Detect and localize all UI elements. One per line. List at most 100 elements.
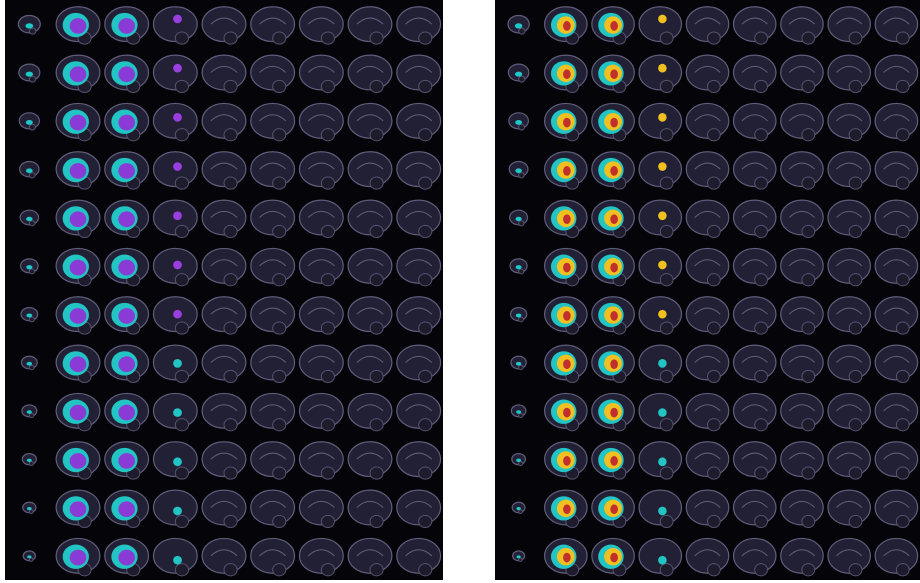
brain-stem: [802, 177, 815, 189]
brain-stem: [419, 564, 432, 576]
brain-stem: [175, 564, 188, 576]
brain-stem: [175, 177, 188, 189]
lesion-necrosis: [610, 311, 618, 321]
lesion-necrosis: [610, 118, 618, 128]
lesion-necrosis: [563, 69, 571, 79]
brain-stem: [321, 177, 334, 189]
brain-stem: [224, 515, 237, 527]
brain-stem: [708, 467, 721, 479]
brain-stem: [370, 80, 383, 92]
lesion-core: [118, 405, 135, 421]
brain-stem: [660, 225, 673, 237]
lesion-core: [70, 18, 87, 34]
brain-stem: [708, 129, 721, 141]
brain-stem: [419, 274, 432, 286]
brain-stem: [224, 322, 237, 334]
brain-stem: [370, 467, 383, 479]
brain-stem: [370, 515, 383, 527]
lesion-small: [658, 211, 667, 220]
brain-stem: [273, 564, 286, 576]
lesion-core: [118, 211, 135, 227]
lesion-core: [118, 550, 135, 566]
brain-stem: [802, 274, 815, 286]
brain-stem: [708, 370, 721, 382]
brain-stem: [29, 365, 34, 369]
lesion-core: [70, 501, 87, 517]
brain-stem: [660, 322, 673, 334]
lesion-core: [118, 308, 135, 324]
brain-stem: [29, 558, 33, 561]
brain-stem: [708, 515, 721, 527]
lesion-edema: [515, 120, 522, 125]
brain-stem: [29, 221, 35, 226]
brain-stem: [849, 129, 862, 141]
lesion-edema: [26, 314, 32, 318]
lesion-core: [118, 501, 135, 517]
brain-stem: [224, 274, 237, 286]
brain-stem: [321, 32, 334, 44]
lesion-small: [173, 507, 182, 516]
brain-stem: [273, 177, 286, 189]
brain-stem: [755, 177, 768, 189]
brain-stem: [896, 322, 909, 334]
brain-stem: [175, 370, 188, 382]
brain-stem: [519, 221, 524, 226]
brain-stem: [419, 177, 432, 189]
lesion-small: [658, 507, 667, 516]
brain-stem: [896, 274, 909, 286]
mri-montage: [0, 0, 920, 583]
lesion-necrosis: [610, 408, 618, 418]
lesion-edema: [27, 507, 32, 510]
brain-stem: [175, 32, 188, 44]
brain-stem: [321, 80, 334, 92]
brain-stem: [660, 177, 673, 189]
brain-stem: [224, 564, 237, 576]
brain-stem: [802, 225, 815, 237]
lesion-edema: [516, 314, 522, 318]
lesion-core: [70, 66, 87, 82]
lesion-necrosis: [563, 553, 571, 563]
lesion-core: [70, 453, 87, 469]
brain-stem: [273, 225, 286, 237]
lesion-edema: [26, 168, 33, 173]
brain-stem: [849, 564, 862, 576]
brain-stem: [802, 322, 815, 334]
brain-stem: [419, 467, 432, 479]
lesion-necrosis: [610, 69, 618, 79]
brain-stem: [755, 467, 768, 479]
brain-stem: [755, 129, 768, 141]
brain-stem: [755, 80, 768, 92]
lesion-small: [173, 359, 182, 368]
brain-stem: [29, 510, 33, 514]
lesion-small: [658, 162, 667, 171]
brain-stem: [519, 558, 523, 561]
lesion-necrosis: [610, 456, 618, 466]
lesion-edema: [515, 168, 522, 173]
lesion-edema: [27, 555, 31, 558]
lesion-small: [173, 211, 182, 220]
brain-stem: [175, 467, 188, 479]
brain-stem: [708, 177, 721, 189]
brain-stem: [370, 564, 383, 576]
lesion-necrosis: [563, 408, 571, 418]
brain-stem: [849, 177, 862, 189]
brain-stem: [519, 173, 525, 178]
lesion-core: [70, 550, 87, 566]
lesion-small: [658, 15, 667, 24]
brain-stem: [802, 129, 815, 141]
lesion-edema: [516, 507, 520, 510]
brain-stem: [370, 225, 383, 237]
brain-stem: [660, 515, 673, 527]
brain-stem: [660, 80, 673, 92]
brain-stem: [175, 225, 188, 237]
brain-stem: [370, 419, 383, 431]
brain-stem: [802, 564, 815, 576]
brain-stem: [849, 80, 862, 92]
brain-stem: [896, 225, 909, 237]
brain-stem: [849, 225, 862, 237]
brain-stem: [849, 515, 862, 527]
brain-stem: [802, 419, 815, 431]
brain-stem: [273, 370, 286, 382]
brain-stem: [224, 467, 237, 479]
brain-stem: [802, 370, 815, 382]
